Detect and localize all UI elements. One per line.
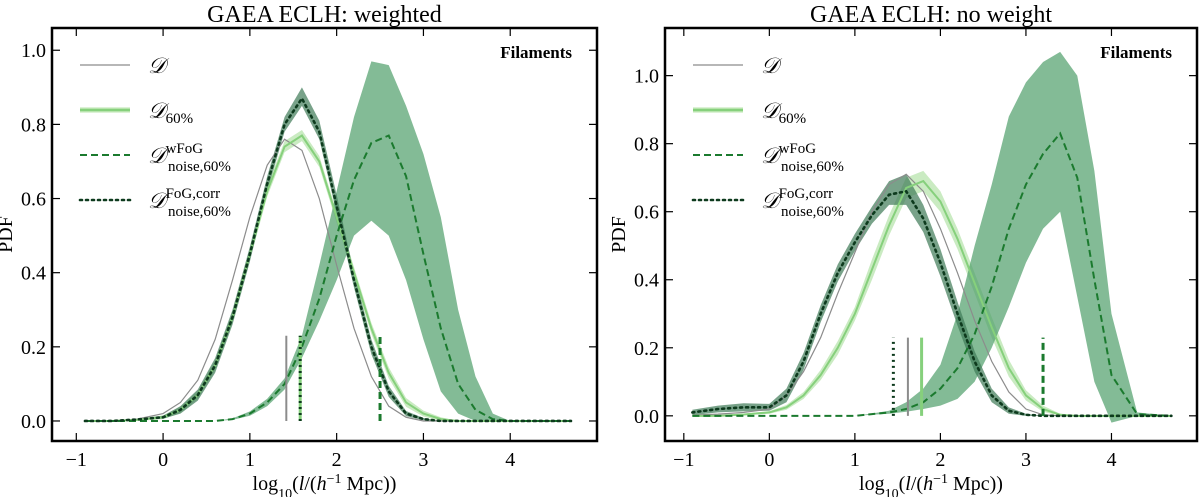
x-tick-label: 2 (935, 449, 945, 471)
legend-label-main: 𝒟 (148, 188, 170, 213)
x-tick-label: 4 (505, 449, 515, 471)
legend-item: 𝒟 (80, 53, 170, 78)
x-tick-label: 2 (332, 449, 342, 471)
legend-item: 𝒟wFoG noise,60% (693, 141, 844, 175)
x-tick-label: 1 (245, 449, 255, 471)
legend-label: 𝒟wFoG noise,60% (761, 141, 844, 175)
legend-label-sub: noise,60% (168, 204, 231, 220)
chart-title: GAEA ECLH: no weight (810, 2, 1052, 28)
chart-title: GAEA ECLH: weighted (207, 2, 442, 28)
panel-1: −1 0 1 2 3 4 0.0 0.2 0.4 0.6 0.8 1.0 GAEA ECLH: weig… (0, 2, 599, 497)
x-axis-label-part: log (859, 473, 885, 495)
legend-label-main: 𝒟 (148, 53, 170, 78)
x-tick-label: −1 (66, 449, 87, 471)
y-tick-label: 0.2 (21, 337, 46, 359)
y-tick-label: 0.6 (21, 189, 46, 211)
y-tick-label: 0.8 (634, 134, 659, 156)
x-axis-label-part: ( (292, 473, 299, 495)
x-axis-label-part: 10 (885, 487, 899, 497)
legend-item: 𝒟60% (693, 98, 806, 127)
legend-label-main: 𝒟 (148, 98, 170, 123)
y-tick-label: 1.0 (21, 40, 46, 62)
series-line-d-noise-60-fog-corr (691, 189, 1173, 418)
legend-label-main: 𝒟 (761, 143, 783, 168)
legend-label-main: 𝒟 (761, 98, 783, 123)
legend-item: 𝒟60% (80, 98, 193, 127)
legend-label-main: 𝒟 (761, 188, 783, 213)
band-d-noise-60-wfog (692, 51, 1172, 423)
legend-item: 𝒟FoG,corr noise,60% (78, 186, 231, 220)
legend-label: 𝒟wFoG noise,60% (148, 141, 231, 175)
x-axis-label-part: −1 (327, 472, 342, 487)
x-tick-label: 3 (418, 449, 428, 471)
legend-label: 𝒟FoG,corr noise,60% (761, 186, 844, 220)
y-axis-label: PDF (608, 216, 630, 253)
x-axis-label-part: log (253, 473, 279, 495)
series-line-d-noise-60-wfog (692, 131, 1172, 417)
x-axis-label: log10(l/(h−1 Mpc)) (859, 472, 1003, 497)
legend-label-sub: 60% (779, 111, 807, 127)
x-axis-label-part: /( (304, 473, 317, 495)
annotation-filaments: Filaments (500, 43, 572, 62)
legend-label-sup: wFoG (166, 141, 204, 157)
x-axis-label-part: h (923, 473, 933, 495)
x-tick-label: 0 (764, 449, 774, 471)
y-tick-label: 0.4 (21, 263, 46, 285)
legend-item: 𝒟FoG,corr noise,60% (691, 186, 844, 220)
legend-label-sup: wFoG (779, 141, 817, 157)
plot-area (691, 51, 1173, 423)
band-d-noise-60-wfog (84, 61, 571, 421)
x-axis-label-part: l (299, 473, 305, 495)
y-tick-label: 1.0 (634, 66, 659, 88)
legend-label-sub: noise,60% (781, 204, 844, 220)
legend-label-sub: noise,60% (168, 159, 231, 175)
x-axis-label: log10(l/(h−1 Mpc)) (253, 472, 397, 497)
legend-label-sup: FoG,corr (166, 186, 221, 202)
annotation-filaments: Filaments (1100, 43, 1172, 62)
y-tick-label: 0.8 (21, 114, 46, 136)
x-tick-label: 3 (1021, 449, 1031, 471)
y-tick-label: 0.0 (634, 406, 659, 428)
y-tick-label: 0.2 (634, 338, 659, 360)
legend-label-main: 𝒟 (761, 53, 783, 78)
plot-frame (663, 26, 1199, 443)
x-axis-label-part: /( (911, 473, 924, 495)
x-axis-label-part: 10 (278, 487, 292, 497)
x-tick-label: −1 (673, 449, 694, 471)
x-axis-label-part: Mpc)) (341, 473, 396, 495)
legend-item: 𝒟 (693, 53, 783, 78)
x-axis-label-part: l (905, 473, 911, 495)
legend-label-sub: noise,60% (781, 159, 844, 175)
plot-frame (50, 26, 599, 443)
legend-label: 𝒟 (761, 53, 783, 78)
x-axis-label-part: Mpc)) (948, 473, 1003, 495)
y-axis-label: PDF (0, 216, 17, 253)
series-line-d-noise-60-fog-corr (83, 95, 573, 423)
x-tick-label: 4 (1106, 449, 1116, 471)
legend-label: 𝒟60% (148, 98, 193, 127)
legend-label: 𝒟 (148, 53, 170, 78)
legend-label: 𝒟60% (761, 98, 806, 127)
legend-item: 𝒟wFoG noise,60% (80, 141, 231, 175)
x-axis-label-part: ( (899, 473, 906, 495)
y-tick-label: 0.6 (634, 202, 659, 224)
x-axis-label-part: −1 (933, 472, 948, 487)
panel-2: −1 0 1 2 3 4 0.0 0.2 0.4 0.6 0.8 1.0 GAEA ECLH: no w… (608, 2, 1199, 497)
legend-label: 𝒟FoG,corr noise,60% (148, 186, 231, 220)
x-axis-label-part: h (317, 473, 327, 495)
x-tick-label: 1 (850, 449, 860, 471)
legend-label-sub: 60% (166, 111, 194, 127)
y-tick-label: 0.0 (21, 411, 46, 433)
legend-label-sup: FoG,corr (779, 186, 834, 202)
legend-label-main: 𝒟 (148, 143, 170, 168)
series-line-d-noise-60-wfog (84, 134, 571, 422)
y-tick-label: 0.4 (634, 270, 659, 292)
plot-area (83, 61, 573, 423)
x-tick-label: 0 (158, 449, 168, 471)
